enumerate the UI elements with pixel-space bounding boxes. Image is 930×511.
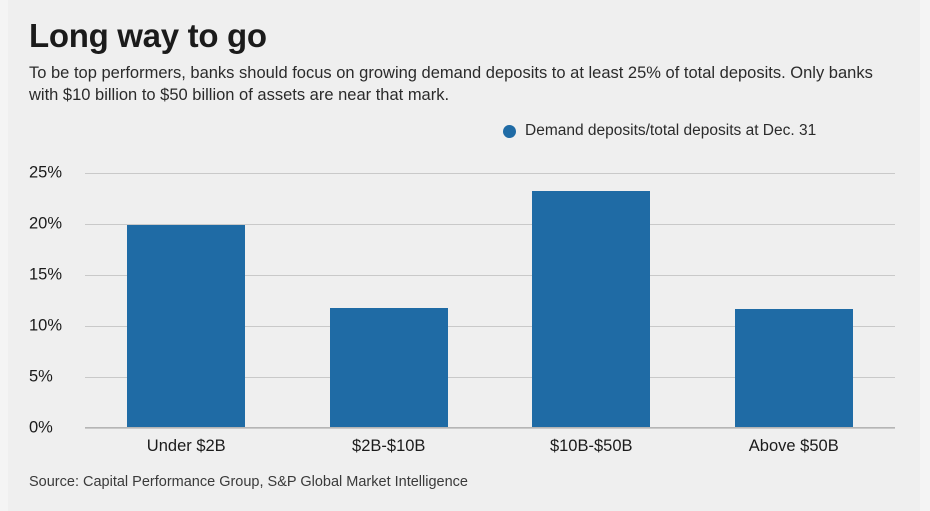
bar-slot [490,173,693,428]
right-edge-strip [920,0,930,511]
x-axis-tick-label: Above $50B [748,437,839,455]
gridline [85,173,895,174]
chart-subtitle: To be top performers, banks should focus… [29,64,873,104]
y-axis-tick-label: 5% [29,367,53,386]
bar-slot [693,173,896,428]
left-edge-strip [0,0,8,511]
x-axis-tick-label: Under $2B [146,437,226,455]
circle-marker-icon [503,124,516,138]
legend-item-label: Demand deposits/total deposits at Dec. 3… [525,122,817,139]
y-axis-tick-label: 20% [29,214,63,233]
x-axis-tick-label: $10B-$50B [549,437,633,455]
bar-slot [85,173,288,428]
gridline [85,275,895,276]
gridline [85,224,895,225]
plot-area [85,173,895,429]
y-axis-tick-label: 25% [29,163,63,182]
gridline [85,377,895,378]
bar[interactable] [734,308,853,428]
y-axis-tick-label: 0% [29,418,53,437]
source-note: Source: Capital Performance Group, S&P G… [29,474,468,490]
x-axis-line [85,427,895,428]
chart-title: Long way to go [29,17,267,54]
bars-group [85,173,895,428]
x-axis-tick-label: $2B-$10B [352,437,426,455]
gridline [85,428,895,429]
y-axis-tick-label: 10% [29,316,63,335]
bar[interactable] [127,225,246,428]
chart-legend: Demand deposits/total deposits at Dec. 3… [503,122,816,140]
y-axis-tick-label: 15% [29,265,63,284]
bar[interactable] [532,191,651,428]
bar[interactable] [329,307,448,428]
gridline [85,326,895,327]
bar-slot [288,173,491,428]
